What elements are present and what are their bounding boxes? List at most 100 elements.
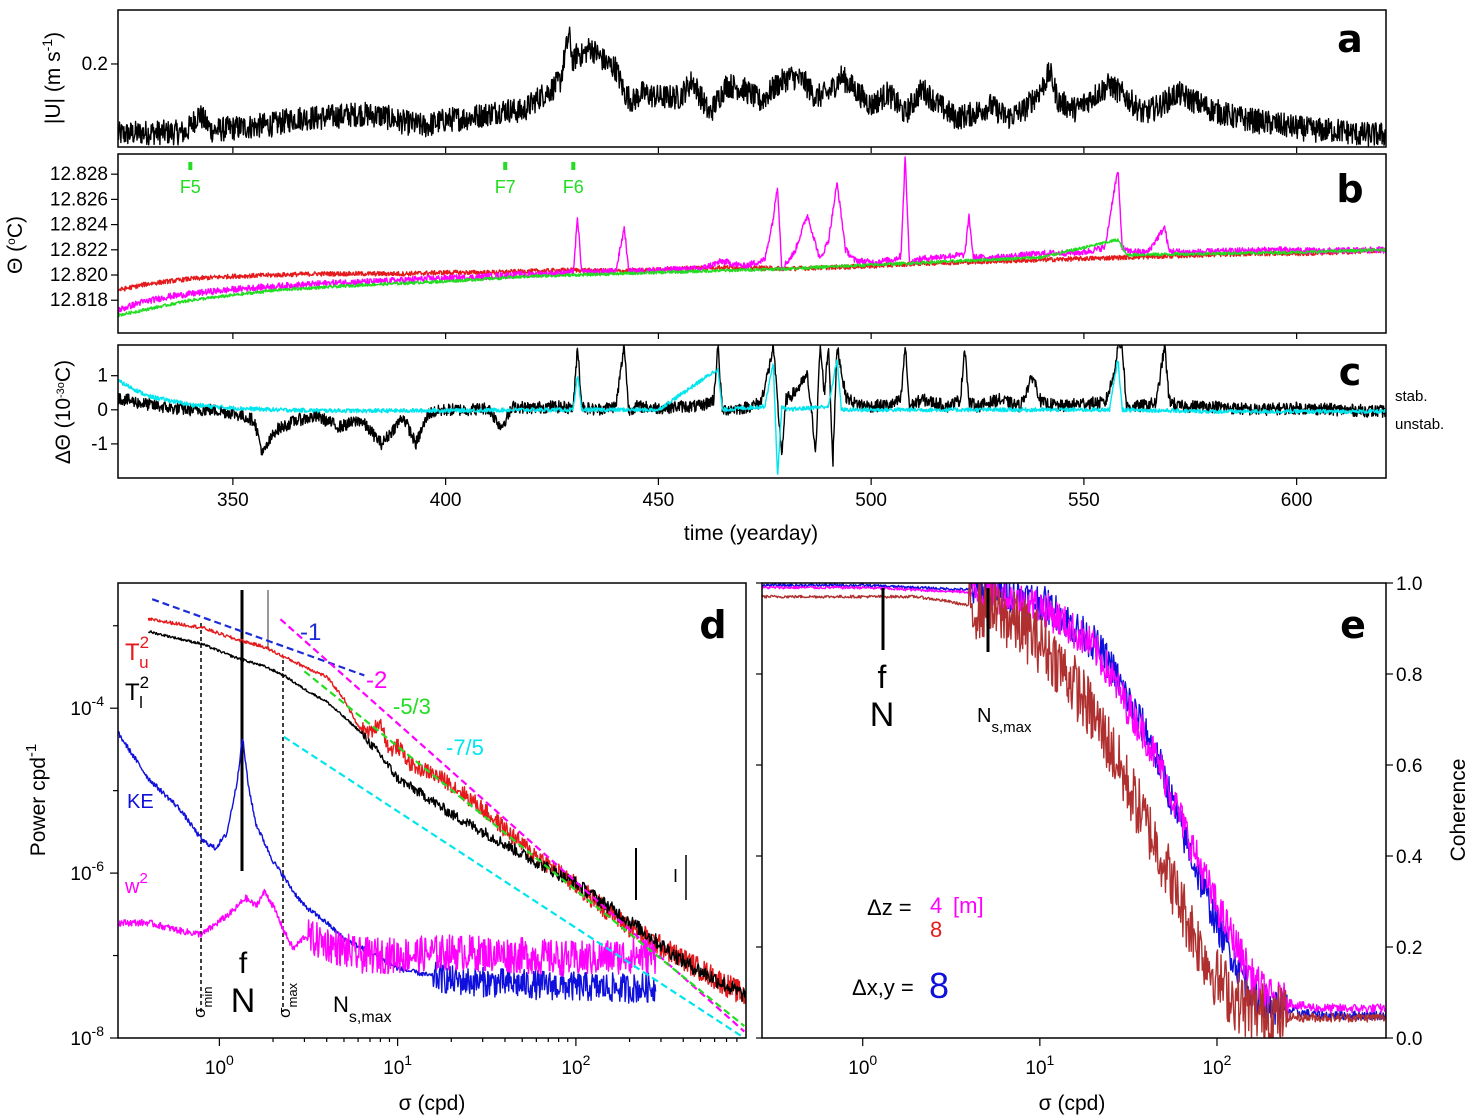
panel-c-xtick-label: 500 bbox=[855, 490, 887, 511]
panel-c-xlabel: time (yearday) bbox=[684, 522, 818, 545]
panel-b-series bbox=[118, 156, 1386, 318]
marker-F7-label: F7 bbox=[495, 177, 516, 197]
marker-F5-label: F5 bbox=[180, 177, 201, 197]
panel-d-series bbox=[118, 598, 746, 1038]
panel-c-xtick-label: 600 bbox=[1281, 490, 1313, 511]
panel-d-ylabel: Power cpd-1 bbox=[23, 744, 50, 857]
panel-d-xtick-label: 102 bbox=[561, 1052, 590, 1079]
panel-a-series bbox=[118, 26, 1386, 147]
panel-d-slope-line-4 bbox=[151, 598, 365, 677]
series-label-w2: w2 bbox=[124, 870, 148, 898]
panel-b-ytick-label: 12.828 bbox=[50, 164, 108, 185]
legend-dz-4: 4 bbox=[930, 893, 942, 918]
slope-label-minus-7-5: -7/5 bbox=[446, 735, 484, 760]
panel-b-frame bbox=[117, 153, 1387, 334]
panel-d-slope-line-6 bbox=[303, 670, 745, 1027]
panel-c-series-0 bbox=[118, 345, 1386, 467]
panel-e-ytick-label: 0.6 bbox=[1396, 756, 1422, 777]
panel-e-letter: e bbox=[1340, 603, 1366, 647]
panel-b-ytick-label: 12.822 bbox=[50, 240, 108, 261]
panel-c-ytick-label: -1 bbox=[91, 434, 108, 455]
panel-b-ytick-label: 12.824 bbox=[50, 215, 109, 236]
marker-F5-tick bbox=[188, 162, 193, 170]
panel-e-ytick-label: 0.4 bbox=[1396, 847, 1423, 868]
panel-e-nsmax-label: Ns,max bbox=[977, 705, 1032, 736]
panel-e-ytick-label: 1.0 bbox=[1396, 574, 1422, 595]
panel-d-ytick-label: 10-8 bbox=[70, 1023, 104, 1050]
panel-e-series-2 bbox=[762, 583, 1386, 1038]
panel-c-ticks: -1 0 1 350 400 450 500 550 600 bbox=[91, 366, 1312, 511]
legend-dz-label: Δz = bbox=[867, 895, 912, 920]
panel-d-f-label: f bbox=[239, 947, 248, 980]
panel-b-markers: F5 F7 F6 bbox=[180, 162, 584, 197]
panel-a: 0.2 |U| (m s-1) a bbox=[39, 9, 1387, 153]
panel-e-series-1 bbox=[762, 583, 1386, 1021]
panel-c-frame bbox=[117, 344, 1387, 479]
panel-a-ytick-label: 0.2 bbox=[82, 54, 108, 75]
panel-c-unstab-label: unstab. bbox=[1395, 416, 1444, 433]
panel-e-xtick-label: 101 bbox=[1025, 1052, 1054, 1079]
panel-b-ylabel: Θ (oC) bbox=[4, 216, 27, 274]
panel-c-xtick-label: 350 bbox=[217, 490, 249, 511]
panel-a-frame bbox=[117, 9, 1387, 148]
panel-e-f-label: f bbox=[878, 659, 887, 695]
panel-c-xtick-label: 450 bbox=[643, 490, 675, 511]
panel-e-xtick-label: 100 bbox=[848, 1052, 877, 1079]
panel-b-series-2 bbox=[118, 238, 1386, 318]
legend-dz-unit: [m] bbox=[953, 893, 984, 918]
panel-d-ytick-label: 10-4 bbox=[70, 693, 104, 720]
series-label-ke: KE bbox=[127, 791, 154, 813]
legend-dxy-label: Δx,y = bbox=[852, 975, 914, 1000]
series-label-tu2: T2 u bbox=[125, 633, 149, 672]
marker-F6-tick bbox=[571, 162, 576, 170]
panel-d-series-1 bbox=[147, 630, 746, 1004]
panel-e-ytick-label: 0.2 bbox=[1396, 938, 1422, 959]
panel-d-nsmax-label: Ns,max bbox=[333, 992, 392, 1026]
panel-d-sigma-min-label: σmin bbox=[190, 987, 215, 1018]
panel-e-xlabel: σ (cpd) bbox=[1039, 1092, 1106, 1115]
panel-b-ticks: 12.818 12.820 12.822 12.824 12.826 12.828 bbox=[50, 164, 1298, 339]
panel-d-xtick-label: 100 bbox=[205, 1052, 234, 1079]
panel-d: 100 101 102 10-8 10-6 10-4 Power cpd-1 σ (cpd… bbox=[23, 582, 747, 1115]
panel-b-ytick-label: 12.820 bbox=[50, 265, 108, 286]
panel-c-series-1 bbox=[118, 359, 1386, 475]
panel-e-series bbox=[762, 583, 1386, 1038]
panel-d-reflines bbox=[200, 590, 687, 1012]
panel-c: -1 0 1 350 400 450 500 550 600 ΔΘ (10-3oC) c sta… bbox=[52, 344, 1444, 545]
panel-e-xtick-label: 102 bbox=[1203, 1052, 1232, 1079]
marker-F7-tick bbox=[503, 162, 508, 170]
panel-d-frame bbox=[117, 582, 747, 1039]
legend-dxy-8: 8 bbox=[929, 965, 949, 1006]
panel-d-series-3 bbox=[118, 888, 657, 978]
panel-b-letter: b bbox=[1336, 167, 1363, 211]
panel-a-letter: a bbox=[1337, 17, 1363, 61]
panel-d-slope-line-7 bbox=[283, 735, 745, 1038]
slope-label-minus-5-3: -5/3 bbox=[393, 694, 431, 719]
panel-c-xtick-label: 550 bbox=[1068, 490, 1100, 511]
panel-c-xtick-label: 400 bbox=[430, 490, 462, 511]
panel-e-ticks: 100 101 102 0.0 0.2 0.4 0.6 0.8 1.0 bbox=[756, 574, 1423, 1079]
panel-e-ylabel: Coherence bbox=[1447, 759, 1470, 862]
panel-d-series-0 bbox=[147, 617, 746, 1005]
panel-e-ytick-label: 0.8 bbox=[1396, 665, 1422, 686]
panel-e-n-label: N bbox=[870, 696, 895, 734]
panel-a-ylabel: |U| (m s-1) bbox=[39, 32, 65, 124]
legend-dz-8: 8 bbox=[930, 917, 942, 942]
panel-d-xtick-label: 101 bbox=[383, 1052, 412, 1079]
panel-c-ylabel: ΔΘ (10-3oC) bbox=[52, 360, 75, 464]
panel-c-letter: c bbox=[1339, 350, 1362, 394]
slope-label-minus-2: -2 bbox=[366, 667, 387, 694]
panel-d-xlabel: σ (cpd) bbox=[399, 1092, 466, 1115]
marker-F6-label: F6 bbox=[563, 177, 584, 197]
series-label-tl2: T2 l bbox=[125, 673, 149, 712]
panel-a-series-0 bbox=[118, 26, 1386, 147]
slope-label-minus-1: -1 bbox=[300, 619, 321, 646]
panel-d-ytick-label: 10-6 bbox=[70, 858, 104, 885]
panel-d-sigma-max-label: σmax bbox=[275, 982, 300, 1018]
panel-d-n-label: N bbox=[231, 982, 256, 1020]
panel-c-series bbox=[118, 345, 1386, 475]
panel-d-ticks: 100 101 102 10-8 10-6 10-4 bbox=[70, 625, 738, 1079]
panel-d-errbar-label: I bbox=[673, 866, 678, 886]
